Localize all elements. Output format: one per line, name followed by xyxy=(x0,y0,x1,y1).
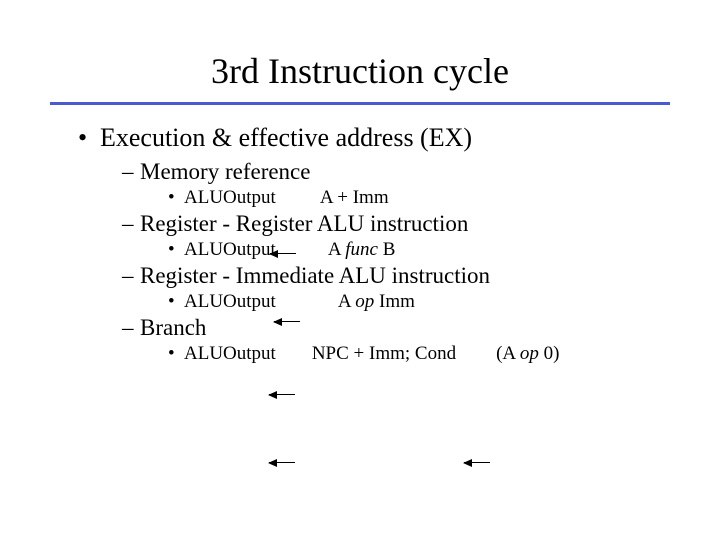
rhs-fragment: B xyxy=(378,239,395,260)
rhs-text: A + Imm xyxy=(320,187,389,208)
assign-arrow-icon xyxy=(269,462,295,463)
assign-arrow-icon xyxy=(270,253,296,254)
rhs-fragment: (A xyxy=(496,343,520,364)
rhs-fragment: NPC + Imm; Cond xyxy=(312,343,456,364)
assign-arrow-icon xyxy=(464,462,490,463)
rhs-fragment: func xyxy=(345,239,378,260)
sub-heading: –Memory reference xyxy=(122,159,670,185)
detail-line: •ALUOutput A + Imm xyxy=(168,187,670,209)
rhs-fragment: 0) xyxy=(539,343,560,364)
rhs-fragment: op xyxy=(355,291,374,312)
assign-arrow-icon xyxy=(269,394,295,395)
sub-heading: –Branch xyxy=(122,315,670,341)
dash-icon: – xyxy=(122,211,140,237)
sub-heading-text: Memory reference xyxy=(140,159,310,184)
lhs-text: ALUOutput xyxy=(184,239,276,260)
lhs-text: ALUOutput xyxy=(184,343,276,364)
sub-heading-text: Register - Register ALU instruction xyxy=(140,211,468,236)
sub-heading-text: Branch xyxy=(140,315,206,340)
dash-icon: – xyxy=(122,263,140,289)
rhs-fragment: A xyxy=(338,291,355,312)
bullet-icon: • xyxy=(78,123,100,153)
title-rule xyxy=(50,102,670,105)
detail-line: •ALUOutput NPC + Imm; Cond (A op 0) xyxy=(168,343,670,365)
dot-icon: • xyxy=(168,187,184,209)
heading-text: Execution & effective address (EX) xyxy=(100,123,472,152)
item-list: –Memory reference•ALUOutputA + Imm–Regis… xyxy=(50,159,670,365)
slide: 3rd Instruction cycle •Execution & effec… xyxy=(0,0,720,540)
detail-line: •ALUOutput A func B xyxy=(168,239,670,261)
detail-line: •ALUOutput A op Imm xyxy=(168,291,670,313)
dot-icon: • xyxy=(168,343,184,365)
sub-heading-text: Register - Immediate ALU instruction xyxy=(140,263,490,288)
rhs-fragment: Imm xyxy=(374,291,415,312)
lhs-text: ALUOutput xyxy=(184,291,276,312)
sub-heading: –Register - Immediate ALU instruction xyxy=(122,263,670,289)
slide-title: 3rd Instruction cycle xyxy=(50,50,670,92)
heading-line: •Execution & effective address (EX) xyxy=(78,123,670,153)
dot-icon: • xyxy=(168,239,184,261)
dash-icon: – xyxy=(122,159,140,185)
rhs-fragment: op xyxy=(520,343,539,364)
sub-heading: –Register - Register ALU instruction xyxy=(122,211,670,237)
rhs-fragment: A xyxy=(328,239,345,260)
dash-icon: – xyxy=(122,315,140,341)
assign-arrow-icon xyxy=(274,321,300,322)
lhs-text: ALUOutput xyxy=(184,187,276,208)
dot-icon: • xyxy=(168,291,184,313)
